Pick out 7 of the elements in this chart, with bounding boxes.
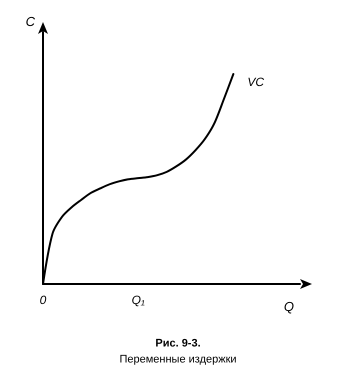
x-tick-label: 0 xyxy=(40,293,47,307)
series-label: VC xyxy=(247,75,264,89)
y-axis-title: C xyxy=(26,14,36,29)
text: Переменные издержки xyxy=(119,354,237,366)
text: Рис. 9-3. xyxy=(155,338,201,350)
x-tick-label: Q₁ xyxy=(132,293,145,307)
x-axis-title: Q xyxy=(284,299,294,314)
